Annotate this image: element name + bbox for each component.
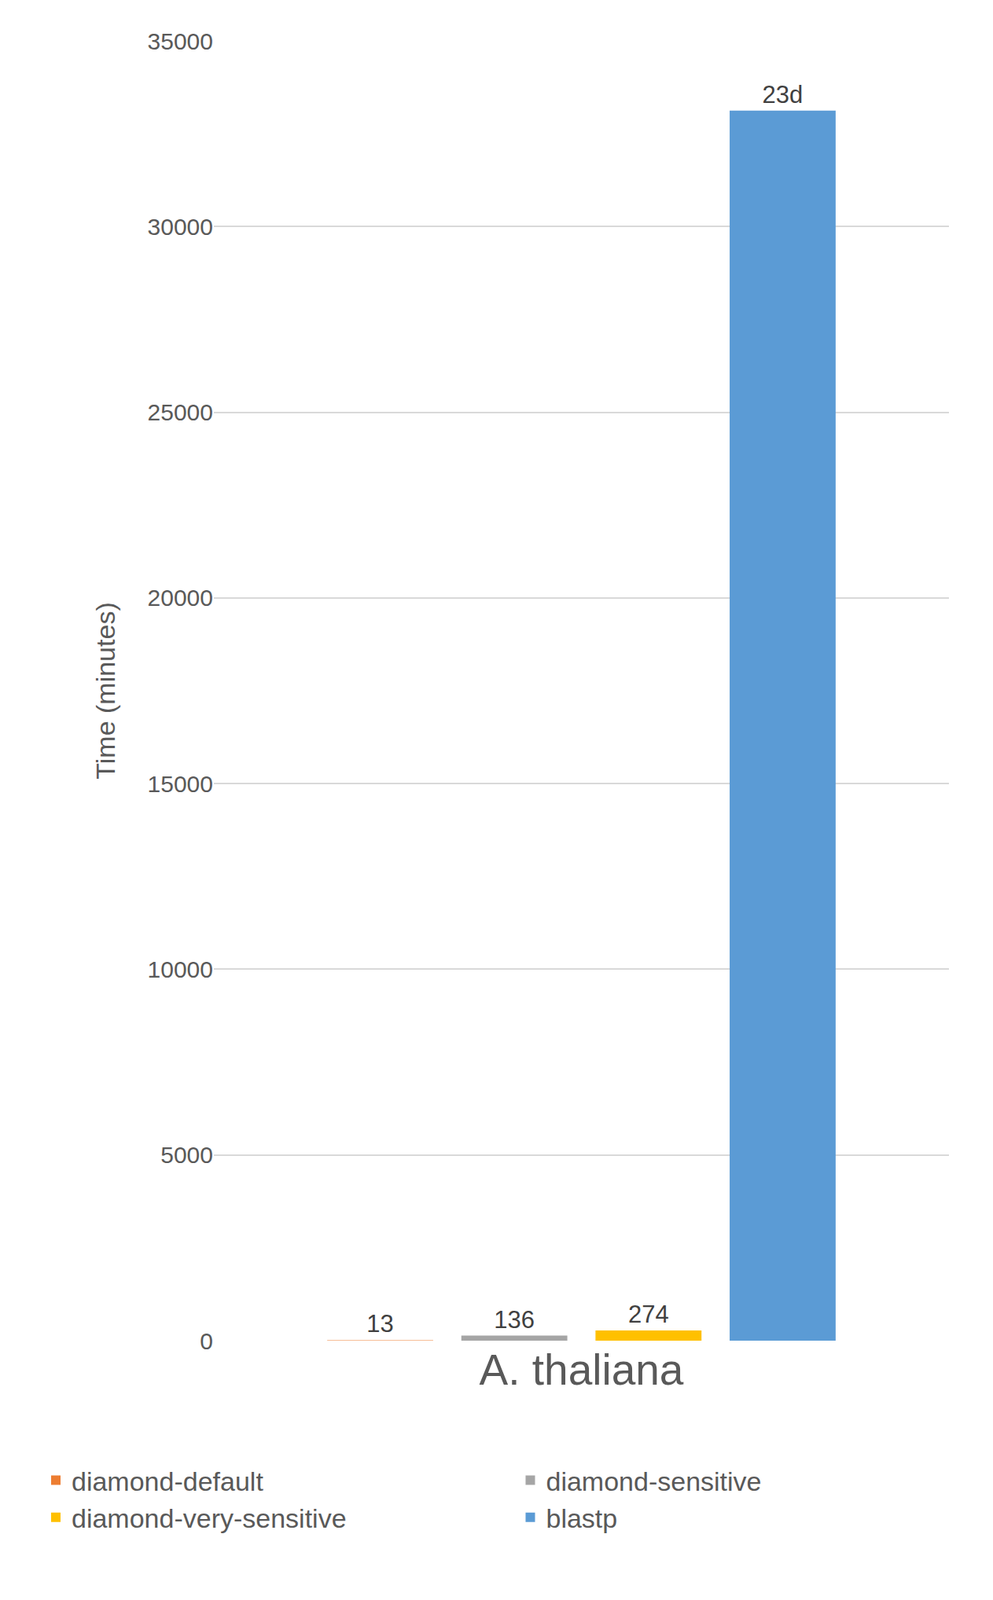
svg-text:diamond-very-sensitive: diamond-very-sensitive [71,1504,347,1534]
svg-text:15000: 15000 [147,771,214,798]
svg-text:13: 13 [366,1310,394,1339]
svg-text:A. thaliana: A. thaliana [479,1346,685,1395]
svg-text:35000: 35000 [147,28,214,55]
svg-text:diamond-default: diamond-default [71,1467,264,1497]
svg-text:0: 0 [199,1328,214,1355]
svg-text:23d: 23d [762,80,804,109]
svg-text:10000: 10000 [147,956,214,983]
svg-text:30000: 30000 [147,213,214,240]
svg-text:blastp: blastp [546,1504,618,1534]
svg-text:274: 274 [628,1301,670,1329]
svg-text:diamond-sensitive: diamond-sensitive [546,1467,762,1497]
svg-text:5000: 5000 [160,1142,214,1169]
svg-text:Time (minutes): Time (minutes) [90,602,121,780]
svg-text:136: 136 [493,1306,535,1335]
svg-text:20000: 20000 [147,584,214,611]
svg-text:25000: 25000 [147,399,214,426]
